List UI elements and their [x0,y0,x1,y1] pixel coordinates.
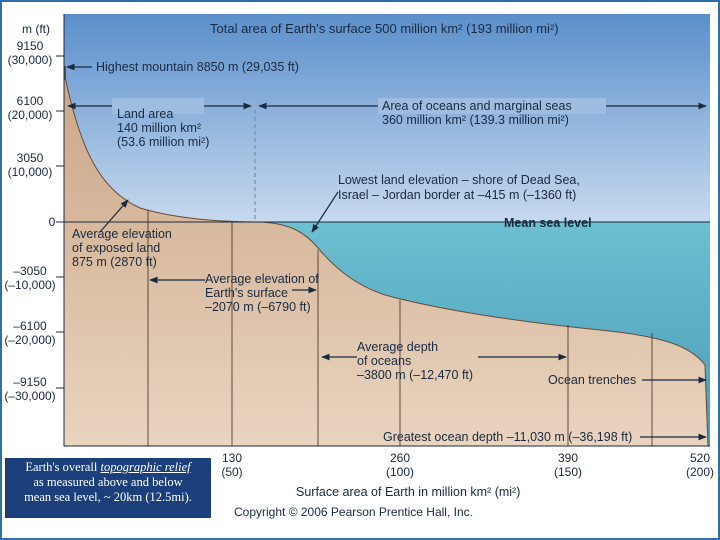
highest-mountain-label: Highest mountain 8850 m (29,035 ft) [96,60,299,74]
relief-profile [63,40,709,447]
avg-depth-value: –3800 m (–12,470 ft) [357,368,473,382]
x-tick-label-mi: (150) [554,465,582,479]
y-tick-label: –3050 [13,264,47,278]
caption-emphasis: topographic relief [100,460,191,474]
lowest-land-label: Lowest land elevation – shore of Dead Se… [338,173,580,187]
x-tick-label: 520 [690,451,710,465]
copyright-text: Copyright © 2006 Pearson Prentice Hall, … [234,505,473,519]
sea-level-label: Mean sea level [504,216,592,230]
y-axis-unit: m (ft) [22,22,50,36]
land-area-km: 140 million km² [117,121,201,135]
x-tick-label: 390 [558,451,578,465]
avg-depth-label: Average depth [357,340,438,354]
ocean-area-label: Area of oceans and marginal seas [382,99,572,113]
avg-surface-value: –2070 m (–6790 ft) [205,300,311,314]
y-tick-label: 9150 [17,39,44,53]
avg-land-value: 875 m (2870 ft) [72,255,157,269]
y-ticks [56,55,64,389]
caption-line-1: Earth's overall topographic relief [25,460,191,474]
lowest-land-arrow [311,191,339,233]
sky-region [64,14,710,222]
avg-surface-label: Average elevation of [205,272,319,286]
y-tick-label: –6100 [13,319,47,333]
y-tick-label: 6100 [17,94,44,108]
avg-surface-label-2: Earth's surface [205,286,288,300]
caption-line-2: as measured above and below [33,475,183,489]
y-tick-label: –9150 [13,375,47,389]
x-tick-label-mi: (200) [686,465,714,479]
y-tick-label-ft: (20,000) [8,108,53,122]
y-tick-label: 3050 [17,151,44,165]
land-area-label-bg [112,98,204,114]
y-tick-label-ft: (–30,000) [4,389,55,403]
land-area-label: Land area [117,107,173,121]
x-axis-title: Surface area of Earth in million km² (mi… [296,485,520,499]
land-area-mi: (53.6 million mi²) [117,135,209,149]
y-tick-label-ft: (–20,000) [4,333,55,347]
x-tick-label: 260 [390,451,410,465]
x-tick-label: 130 [222,451,242,465]
avg-depth-label-2: of oceans [357,354,411,368]
x-tick-label-mi: (100) [386,465,414,479]
y-tick-label-ft: (–10,000) [4,278,55,292]
x-tick-label-mi: (50) [221,465,242,479]
ocean-area-label-bg [378,98,606,114]
ocean-area-value: 360 million km² (139.3 million mi²) [382,113,569,127]
caption-box: Earth's overall topographic relief as me… [5,458,211,518]
greatest-depth-label: Greatest ocean depth –11,030 m (–36,198 … [383,430,632,444]
y-tick-label: 0 [49,215,56,229]
y-tick-label-ft: (30,000) [8,53,53,67]
avg-land-label-2: of exposed land [72,241,160,255]
avg-land-arrow [99,199,129,233]
lowest-land-value: Israel – Jordan border at –415 m (–1360 … [338,188,576,202]
y-tick-label-ft: (10,000) [8,165,53,179]
trenches-label: Ocean trenches [548,373,636,387]
caption-line-3: mean sea level, ~ 20km (12.5mi). [24,490,192,504]
avg-land-label: Average elevation [72,227,172,241]
diagram-title: Total area of Earth's surface 500 millio… [210,21,559,36]
